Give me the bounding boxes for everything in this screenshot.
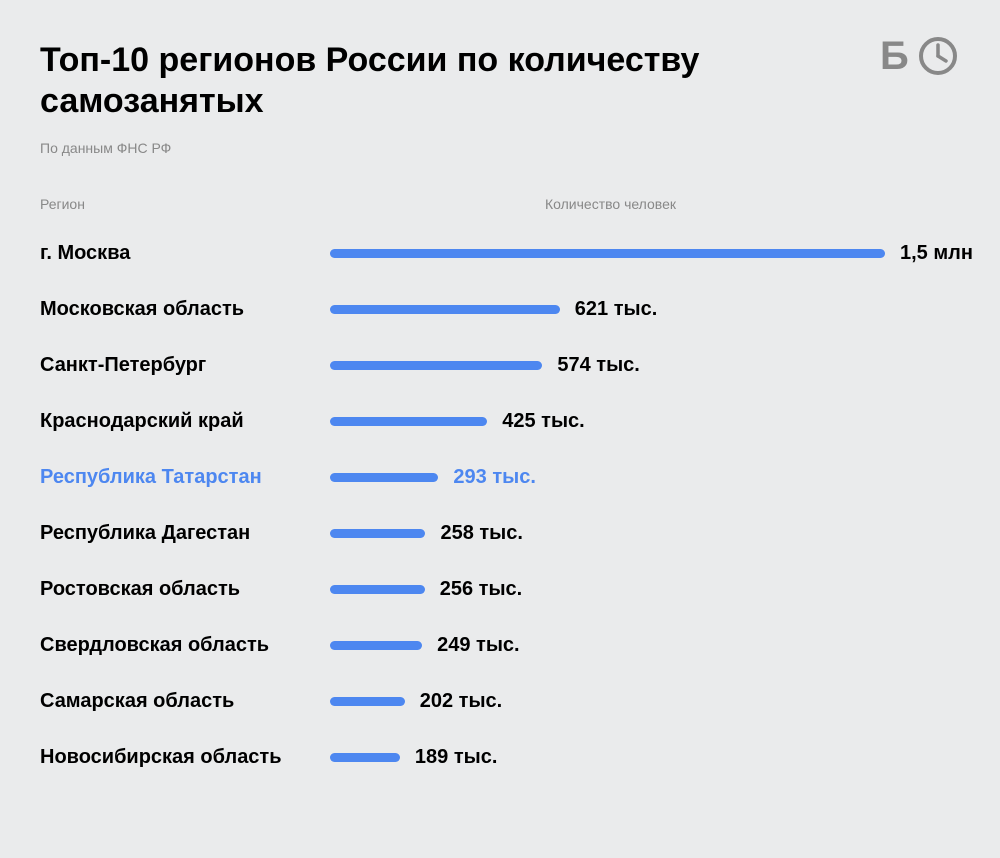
chart-row: Краснодарский край 425 тыс. [40, 410, 960, 433]
region-name: Краснодарский край [40, 410, 330, 433]
chart-row: Новосибирская область 189 тыс. [40, 746, 960, 769]
chart-row: г. Москва1,5 млн [40, 242, 960, 265]
chart-row: Московская область 621 тыс. [40, 298, 960, 321]
region-name: Республика Дагестан [40, 522, 330, 545]
chart-row: Ростовская область 256 тыс. [40, 578, 960, 601]
logo-clock-hand2 [938, 56, 946, 61]
bar [330, 305, 560, 314]
chart-rows: г. Москва1,5 млн Московская область 621 ты… [40, 242, 960, 769]
chart-row: Республика Татарстан 293 тыс. [40, 466, 960, 489]
page-title: Топ-10 регионов России по количеству сам… [40, 40, 840, 122]
bar-area: 258 тыс. [330, 522, 960, 545]
region-name: Свердловская область [40, 634, 330, 657]
value-label: 425 тыс. [502, 410, 584, 433]
bar-area: 1,5 млн [330, 242, 973, 265]
value-label: 293 тыс. [453, 466, 535, 489]
bar-area: 249 тыс. [330, 634, 960, 657]
bar-area: 256 тыс. [330, 578, 960, 601]
bar [330, 753, 400, 762]
region-name: Новосибирская область [40, 746, 330, 769]
value-label: 1,5 млн [900, 242, 973, 265]
bar-area: 189 тыс. [330, 746, 960, 769]
region-name: Самарская область [40, 690, 330, 713]
value-label: 258 тыс. [440, 522, 522, 545]
region-name: Ростовская область [40, 578, 330, 601]
bar [330, 697, 405, 706]
chart-row: Санкт-Петербург 574 тыс. [40, 354, 960, 377]
header-count: Количество человек [545, 196, 676, 212]
value-label: 202 тыс. [420, 690, 502, 713]
value-label: 574 тыс. [557, 354, 639, 377]
chart-row: Свердловская область 249 тыс. [40, 634, 960, 657]
logo-letter-b: Б [880, 35, 909, 77]
logo: Б [880, 35, 960, 82]
chart-row: Республика Дагестан 258 тыс. [40, 522, 960, 545]
bar-area: 293 тыс. [330, 466, 960, 489]
value-label: 249 тыс. [437, 634, 519, 657]
bar-area: 621 тыс. [330, 298, 960, 321]
value-label: 256 тыс. [440, 578, 522, 601]
bar-area: 574 тыс. [330, 354, 960, 377]
bar [330, 529, 425, 538]
region-name: Республика Татарстан [40, 466, 330, 489]
bar [330, 473, 438, 482]
subtitle: По данным ФНС РФ [40, 140, 960, 156]
chart-row: Самарская область 202 тыс. [40, 690, 960, 713]
header-region: Регион [40, 196, 330, 212]
value-label: 189 тыс. [415, 746, 497, 769]
bar-area: 202 тыс. [330, 690, 960, 713]
bar-area: 425 тыс. [330, 410, 960, 433]
bar [330, 249, 885, 258]
region-name: г. Москва [40, 242, 330, 265]
bar [330, 417, 487, 426]
bar [330, 641, 422, 650]
bar [330, 361, 542, 370]
bar [330, 585, 425, 594]
region-name: Московская область [40, 298, 330, 321]
column-headers: Регион Количество человек [40, 196, 960, 212]
region-name: Санкт-Петербург [40, 354, 330, 377]
value-label: 621 тыс. [575, 298, 657, 321]
